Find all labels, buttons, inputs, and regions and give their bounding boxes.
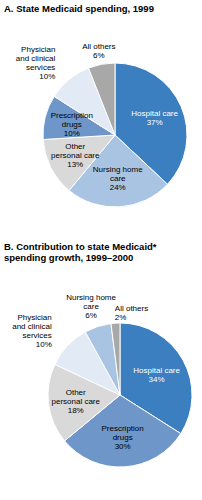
slice-name: Hospital care: [131, 109, 178, 118]
slice-labels: Hospital care34%Prescriptiondrugs30%Othe…: [12, 293, 180, 451]
slice-label: Hospital care34%: [133, 366, 180, 384]
slice-value: 10%: [36, 340, 52, 349]
slice-name: Hospital care: [133, 366, 180, 375]
slice-name: services: [22, 331, 51, 340]
pie-slice: [65, 395, 181, 467]
slice-name: Other: [65, 142, 85, 151]
slice-label: Prescriptiondrugs30%: [101, 424, 143, 451]
slice-value: 6%: [93, 51, 105, 60]
slice-label: Otherpersonal care18%: [51, 388, 100, 415]
slice-name: care: [83, 302, 99, 311]
slice-value: 34%: [149, 375, 165, 384]
slice-value: 10%: [39, 72, 55, 81]
pie-slice: [111, 323, 120, 395]
slice-labels: Hospital care37%Nursing homecare24%Other…: [16, 42, 179, 192]
slice-label: Hospital care37%: [131, 109, 178, 127]
chart-title: B. Contribution to state Medicaid*spendi…: [4, 241, 157, 263]
slice-label: All others2%: [115, 304, 148, 322]
slice-name: All others: [82, 42, 115, 51]
slice-label: Nursing homecare6%: [66, 293, 116, 320]
slice-value: 37%: [147, 118, 163, 127]
slice-label: Physicianand clinicalservices10%: [16, 45, 56, 81]
slice-value: 24%: [110, 183, 126, 192]
slices: [48, 323, 192, 467]
slice-name: care: [110, 174, 126, 183]
pie-chart: B. Contribution to state Medicaid*spendi…: [4, 241, 192, 467]
pie-slice: [85, 324, 120, 395]
slice-label: Otherpersonal care13%: [51, 142, 100, 169]
slice-name: and clinical: [16, 54, 56, 63]
pie-chart: A. State Medicaid spending, 1999 Hospital…: [4, 3, 187, 207]
slice-label: Physicianand clinicalservices10%: [12, 313, 52, 349]
slice-name: drugs: [62, 120, 82, 129]
slice-name: Prescription: [51, 111, 93, 120]
slice-value: 30%: [115, 442, 131, 451]
slice-name: personal care: [51, 151, 100, 160]
slice-label: All others6%: [82, 42, 115, 60]
slice-name: Nursing home: [66, 293, 116, 302]
slice-value: 13%: [67, 160, 83, 169]
pie-slice: [88, 63, 115, 135]
slice-value: 10%: [64, 129, 80, 138]
chart-canvas: A. State Medicaid spending, 1999 Hospital…: [0, 0, 202, 500]
pie-slice: [43, 135, 115, 190]
slice-name: Prescription: [101, 424, 143, 433]
slices: [43, 63, 187, 207]
slice-label: Prescriptiondrugs10%: [51, 111, 93, 138]
slice-value: 2%: [115, 313, 127, 322]
slice-name: personal care: [51, 397, 100, 406]
slice-name: Nursing home: [93, 165, 143, 174]
chart-title: A. State Medicaid spending, 1999: [4, 3, 154, 14]
slice-value: 6%: [85, 311, 97, 320]
slice-name: services: [26, 63, 55, 72]
slice-name: drugs: [113, 433, 133, 442]
slice-name: All others: [115, 304, 148, 313]
slice-value: 18%: [68, 406, 84, 415]
slice-name: Other: [66, 388, 86, 397]
slice-name: Physician: [18, 313, 52, 322]
slice-label: Nursing homecare24%: [93, 165, 143, 192]
slice-name: Physician: [21, 45, 55, 54]
slice-name: and clinical: [12, 322, 52, 331]
